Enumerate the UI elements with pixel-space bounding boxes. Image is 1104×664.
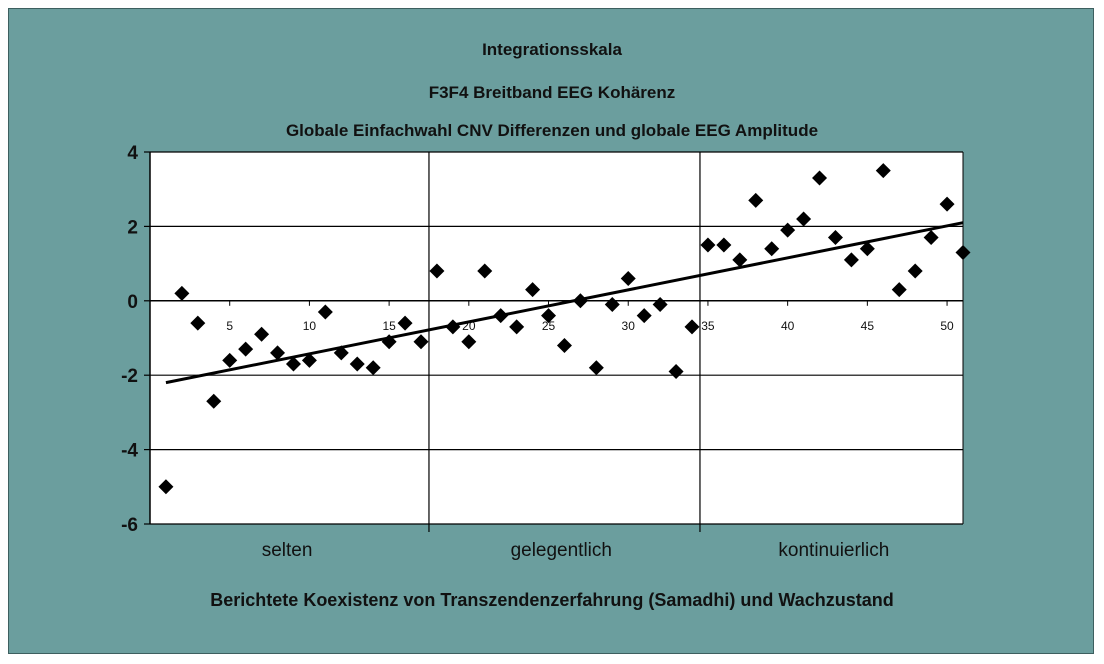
group-label: kontinuierlich: [778, 540, 890, 561]
x-tick-label: 15: [382, 319, 396, 333]
data-point: [939, 196, 955, 212]
data-point: [604, 297, 620, 313]
data-point: [190, 315, 206, 331]
data-point: [859, 241, 875, 257]
data-point: [923, 230, 939, 246]
data-point: [493, 308, 509, 324]
data-point: [445, 319, 461, 335]
data-point: [158, 479, 174, 495]
y-tick-label: -2: [121, 366, 138, 387]
data-point: [764, 241, 780, 257]
data-point: [541, 308, 557, 324]
x-tick-label: 40: [781, 319, 795, 333]
data-point: [636, 308, 652, 324]
data-point: [684, 319, 700, 335]
trendline-layer: [165, 221, 964, 385]
data-point: [891, 282, 907, 298]
data-point: [875, 163, 891, 179]
data-point: [748, 192, 764, 208]
data-point: [317, 304, 333, 320]
trendline: [165, 221, 964, 385]
group-label: gelegentlich: [510, 540, 612, 561]
data-point: [556, 337, 572, 353]
y-tick-label: -4: [121, 441, 138, 462]
data-point: [222, 352, 238, 368]
x-tick-label: 35: [701, 319, 715, 333]
x-tick-label: 5: [226, 319, 233, 333]
data-point: [174, 285, 190, 301]
plot-area: [150, 152, 963, 524]
data-point: [301, 352, 317, 368]
axes: [144, 151, 964, 525]
data-point: [270, 345, 286, 361]
data-point: [955, 244, 971, 260]
chart-title-line-3: Globale Einfachwahl CNV Differenzen und …: [285, 121, 819, 140]
data-point: [333, 345, 349, 361]
data-point: [716, 237, 732, 253]
y-tick-label: 2: [127, 217, 138, 238]
data-point: [525, 282, 541, 298]
y-tick-label: 4: [127, 143, 138, 164]
data-point: [429, 263, 445, 279]
data-point: [285, 356, 301, 372]
data-point: [397, 315, 413, 331]
data-point: [843, 252, 859, 268]
data-point: [572, 293, 588, 309]
data-point: [365, 360, 381, 376]
data-point: [652, 297, 668, 313]
data-point: [620, 270, 636, 286]
data-point: [461, 334, 477, 350]
data-point: [381, 334, 397, 350]
data-point: [349, 356, 365, 372]
data-point: [907, 263, 923, 279]
data-point: [812, 170, 828, 186]
x-tick-label: 25: [542, 319, 556, 333]
x-tick-label: 10: [303, 319, 317, 333]
x-tick-label: 30: [622, 319, 636, 333]
x-tick-label: 50: [940, 319, 954, 333]
data-point: [509, 319, 525, 335]
data-point: [700, 237, 716, 253]
chart-title-line-1: Integrationsskala: [482, 40, 622, 59]
x-axis-label: Berichtete Koexistenz von Transzendenzer…: [210, 590, 894, 610]
data-point: [732, 252, 748, 268]
data-point: [827, 230, 843, 246]
data-point: [206, 393, 222, 409]
data-point: [477, 263, 493, 279]
data-point: [796, 211, 812, 227]
chart-title-line-2: F3F4 Breitband EEG Kohärenz: [428, 83, 676, 102]
x-tick-label: 45: [861, 319, 875, 333]
data-point: [238, 341, 254, 357]
data-point: [413, 334, 429, 350]
group-label: selten: [261, 540, 313, 561]
data-point: [588, 360, 604, 376]
data-point: [668, 363, 684, 379]
data-point: [780, 222, 796, 238]
data-points: [158, 163, 971, 495]
y-tick-label: 0: [127, 292, 138, 313]
data-point: [254, 326, 270, 342]
y-tick-label: -6: [121, 515, 138, 536]
group-dividers: [428, 152, 701, 532]
